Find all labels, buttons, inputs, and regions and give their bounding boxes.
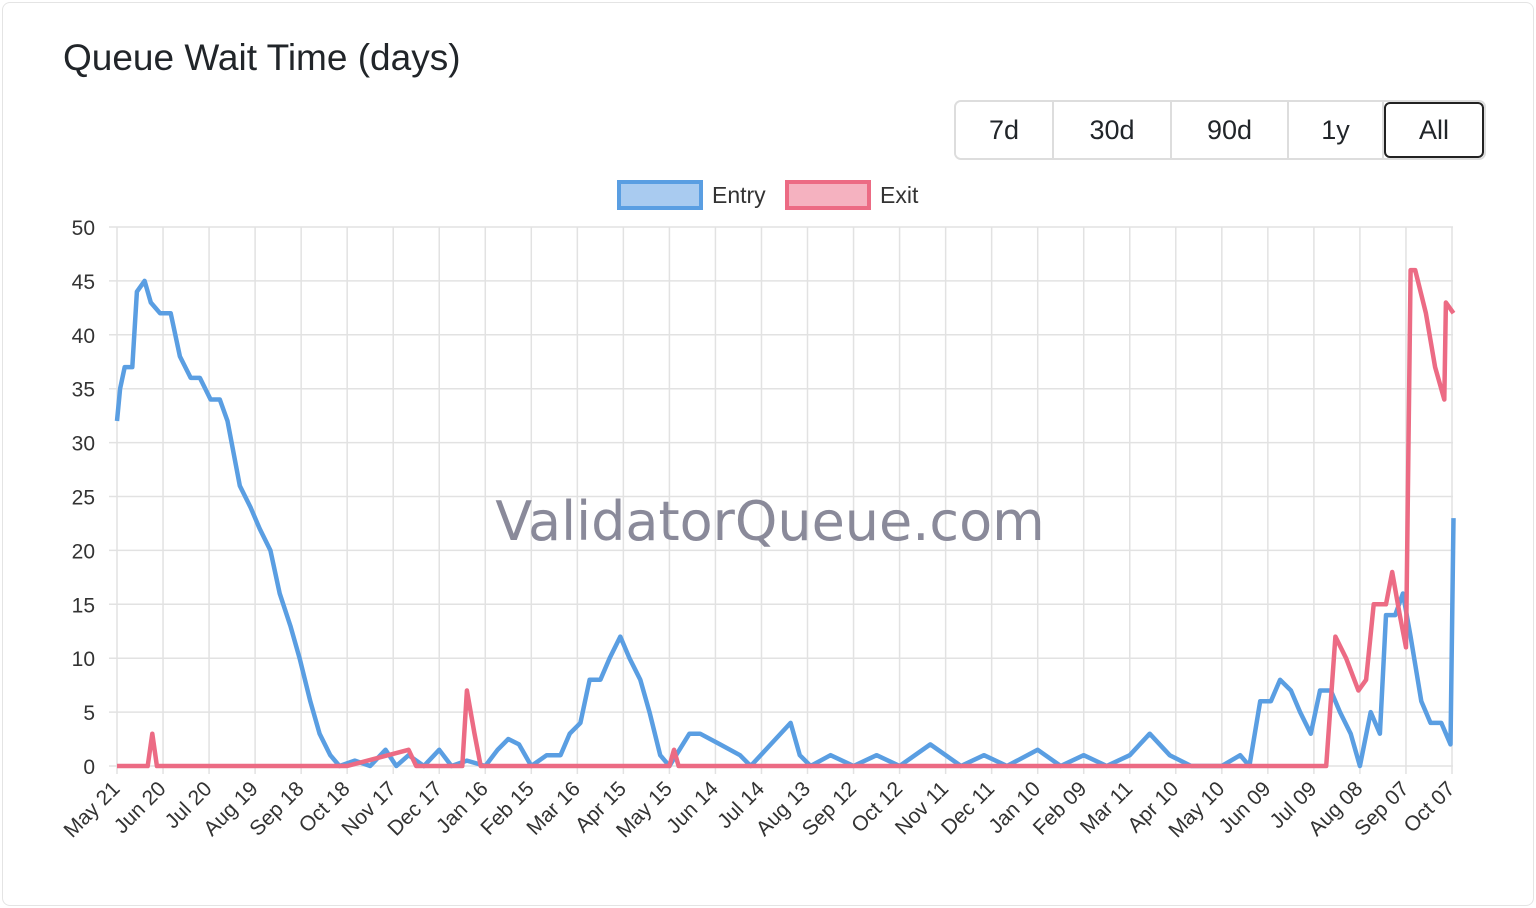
x-tick-label: May 21 xyxy=(60,777,125,842)
legend-label-exit[interactable]: Exit xyxy=(880,182,919,208)
y-tick-label: 40 xyxy=(72,325,95,348)
legend: Entry Exit xyxy=(617,180,919,210)
range-button-1y[interactable]: 1y xyxy=(1289,102,1384,158)
series-line-exit xyxy=(117,267,1456,769)
y-tick-label: 15 xyxy=(72,594,95,617)
y-tick-label: 10 xyxy=(72,648,95,671)
range-button-group: 7d 30d 90d 1y All xyxy=(954,100,1486,160)
y-tick-label: 5 xyxy=(83,702,95,725)
y-tick-label: 30 xyxy=(72,433,95,456)
x-tick-label: Dec 11 xyxy=(937,777,999,839)
y-tick-label: 50 xyxy=(72,217,95,240)
y-tick-label: 25 xyxy=(72,487,95,510)
legend-swatch-entry[interactable] xyxy=(617,180,703,210)
y-tick-label: 35 xyxy=(72,379,95,402)
range-button-90d[interactable]: 90d xyxy=(1172,102,1289,158)
x-tick-label: Jun 09 xyxy=(1215,777,1276,838)
x-tick-label: Jun 14 xyxy=(662,777,723,838)
y-tick-label: 45 xyxy=(72,271,95,294)
range-button-7d[interactable]: 7d xyxy=(956,102,1054,158)
range-button-30d[interactable]: 30d xyxy=(1054,102,1172,158)
y-tick-label: 0 xyxy=(83,756,95,779)
series-line-entry xyxy=(114,278,1456,769)
chart-title: Queue Wait Time (days) xyxy=(63,37,461,78)
watermark: ValidatorQueue.com xyxy=(495,490,1045,553)
y-tick-label: 20 xyxy=(72,540,95,563)
legend-label-entry[interactable]: Entry xyxy=(712,182,766,208)
x-tick-label: Oct 07 xyxy=(1400,777,1460,837)
range-button-all[interactable]: All xyxy=(1384,102,1484,158)
x-tick-label: Jun 20 xyxy=(110,777,171,838)
legend-swatch-exit[interactable] xyxy=(785,180,871,210)
x-tick-label: Mar 11 xyxy=(1076,777,1137,838)
